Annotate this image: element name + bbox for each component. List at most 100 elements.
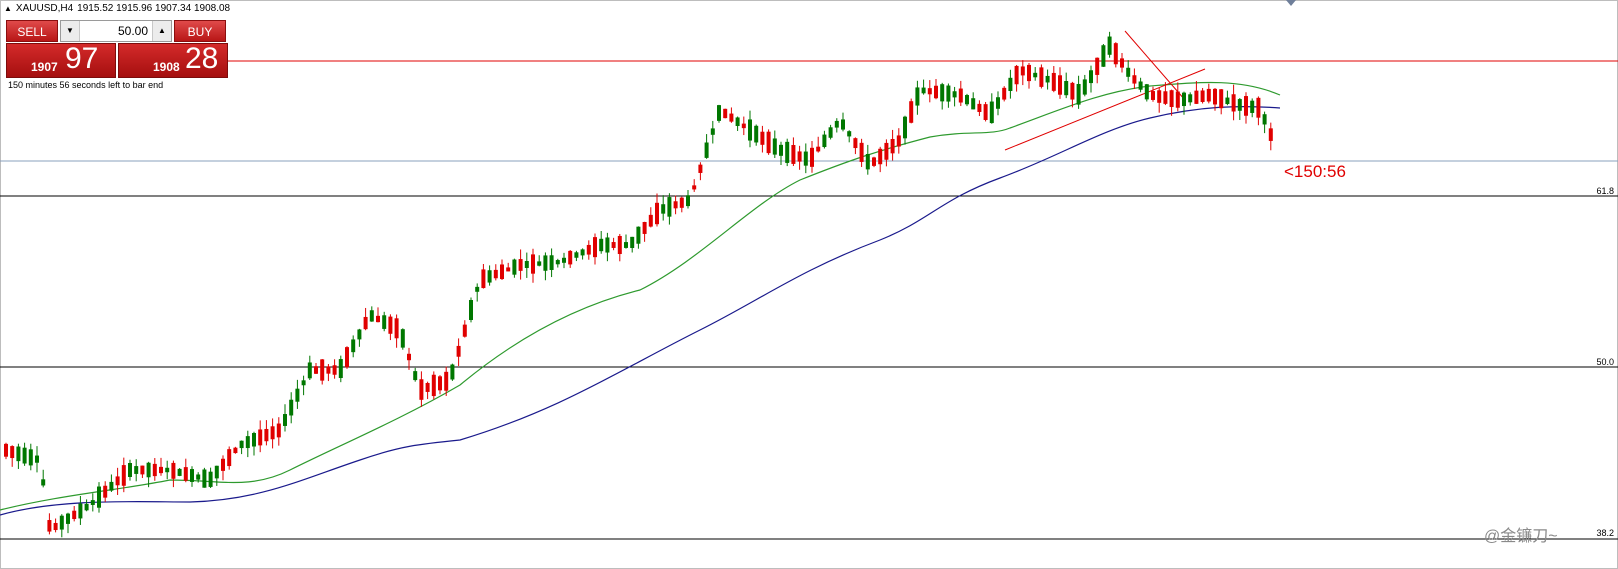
lot-decrease-icon[interactable]: ▼ bbox=[61, 21, 80, 41]
candle-body bbox=[295, 388, 300, 402]
candle-body bbox=[934, 85, 938, 99]
candle-body bbox=[338, 359, 343, 379]
candle-body bbox=[1008, 77, 1013, 91]
sell-button[interactable]: SELL bbox=[6, 20, 58, 42]
candle-body bbox=[376, 315, 380, 323]
candle-body bbox=[301, 380, 306, 386]
candle-body bbox=[661, 204, 666, 214]
candle-body bbox=[190, 469, 194, 482]
candle-body bbox=[1268, 128, 1273, 141]
watermark: @金镰刀~ bbox=[1484, 528, 1558, 545]
lot-size-control: ▼ ▲ bbox=[60, 20, 172, 42]
candle-body bbox=[326, 366, 331, 374]
candle-body bbox=[1256, 97, 1261, 118]
candle-body bbox=[22, 447, 27, 464]
candle-body bbox=[909, 101, 914, 123]
candle-body bbox=[444, 371, 449, 391]
candle-body bbox=[59, 515, 64, 530]
lot-increase-icon[interactable]: ▲ bbox=[152, 21, 171, 41]
candle-body bbox=[78, 503, 83, 519]
candle-body bbox=[952, 91, 957, 98]
candle-body bbox=[704, 142, 709, 158]
candle-body bbox=[462, 324, 467, 337]
candle-body bbox=[115, 476, 120, 486]
sell-price-prefix: 1907 bbox=[31, 60, 58, 74]
candle-body bbox=[1157, 90, 1162, 103]
candle-body bbox=[1101, 45, 1106, 67]
candle-body bbox=[723, 108, 728, 119]
candle-body bbox=[531, 254, 535, 274]
candle-body bbox=[1138, 81, 1143, 90]
candle-body bbox=[791, 145, 796, 164]
candle-body bbox=[152, 463, 157, 477]
candle-body bbox=[940, 84, 945, 102]
candle-body bbox=[648, 214, 653, 227]
candle-body bbox=[983, 104, 988, 120]
candle-body bbox=[636, 226, 641, 244]
candle-body bbox=[549, 255, 554, 270]
scroll-marker-icon[interactable] bbox=[1286, 0, 1296, 6]
candle-body bbox=[214, 465, 219, 479]
one-click-trading-panel: SELL ▼ ▲ BUY 1907 97 1908 28 bbox=[6, 20, 228, 78]
candle-body bbox=[816, 146, 821, 152]
candle-body bbox=[673, 201, 678, 209]
candle-body bbox=[921, 87, 926, 94]
candle-body bbox=[754, 125, 759, 143]
trendline-up[interactable] bbox=[1004, 68, 1206, 151]
candle-body bbox=[382, 315, 387, 329]
candle-body bbox=[1237, 99, 1242, 111]
moving-average-slow bbox=[0, 105, 1281, 516]
trendline-down[interactable] bbox=[1124, 30, 1186, 101]
candle-body bbox=[66, 513, 70, 524]
candle-body bbox=[345, 347, 349, 368]
candle-body bbox=[121, 465, 126, 486]
candle-body bbox=[41, 479, 46, 486]
candle-body bbox=[1219, 89, 1224, 109]
candle-body bbox=[208, 471, 213, 487]
candle-body bbox=[1027, 64, 1031, 82]
lot-size-input[interactable] bbox=[80, 23, 152, 39]
candle-body bbox=[958, 88, 963, 103]
candle-body bbox=[252, 432, 256, 447]
candle-body bbox=[803, 151, 808, 166]
candle-body bbox=[171, 462, 176, 479]
candle-body bbox=[97, 486, 101, 508]
candle-body bbox=[233, 447, 238, 454]
buy-button[interactable]: BUY bbox=[174, 20, 226, 42]
collapse-triangle-icon[interactable]: ▲ bbox=[4, 4, 12, 13]
candle-body bbox=[369, 310, 374, 322]
candle-body bbox=[159, 466, 163, 474]
candle-body bbox=[1225, 97, 1230, 105]
candle-body bbox=[431, 374, 436, 397]
candle-body bbox=[475, 286, 480, 292]
candle-body bbox=[785, 141, 790, 163]
candle-body bbox=[47, 520, 52, 532]
candle-body bbox=[202, 469, 207, 488]
candle-body bbox=[884, 142, 889, 160]
candle-body bbox=[698, 164, 703, 173]
candle-body bbox=[624, 242, 628, 248]
candle-body bbox=[543, 255, 548, 271]
candle-body bbox=[400, 329, 405, 348]
buy-price-box[interactable]: 1908 28 bbox=[118, 42, 228, 78]
candle-body bbox=[270, 426, 275, 440]
candle-body bbox=[90, 500, 95, 505]
candle-body bbox=[599, 238, 604, 252]
candle-body bbox=[16, 446, 21, 462]
fib-label-38-2: 38.2 bbox=[1596, 528, 1614, 538]
candle-body bbox=[797, 151, 802, 162]
candle-body bbox=[655, 202, 659, 225]
sell-price-box[interactable]: 1907 97 bbox=[6, 42, 116, 78]
candle-body bbox=[834, 120, 839, 128]
candle-body bbox=[320, 359, 325, 381]
candle-body bbox=[717, 105, 721, 121]
candle-body bbox=[630, 236, 635, 249]
candle-body bbox=[10, 446, 15, 459]
symbol-label: XAUUSD,H4 bbox=[15, 3, 74, 14]
candle-body bbox=[512, 259, 517, 275]
candle-body bbox=[1076, 83, 1081, 105]
candle-body bbox=[140, 465, 145, 475]
candle-body bbox=[227, 449, 232, 467]
candle-body bbox=[413, 371, 418, 381]
